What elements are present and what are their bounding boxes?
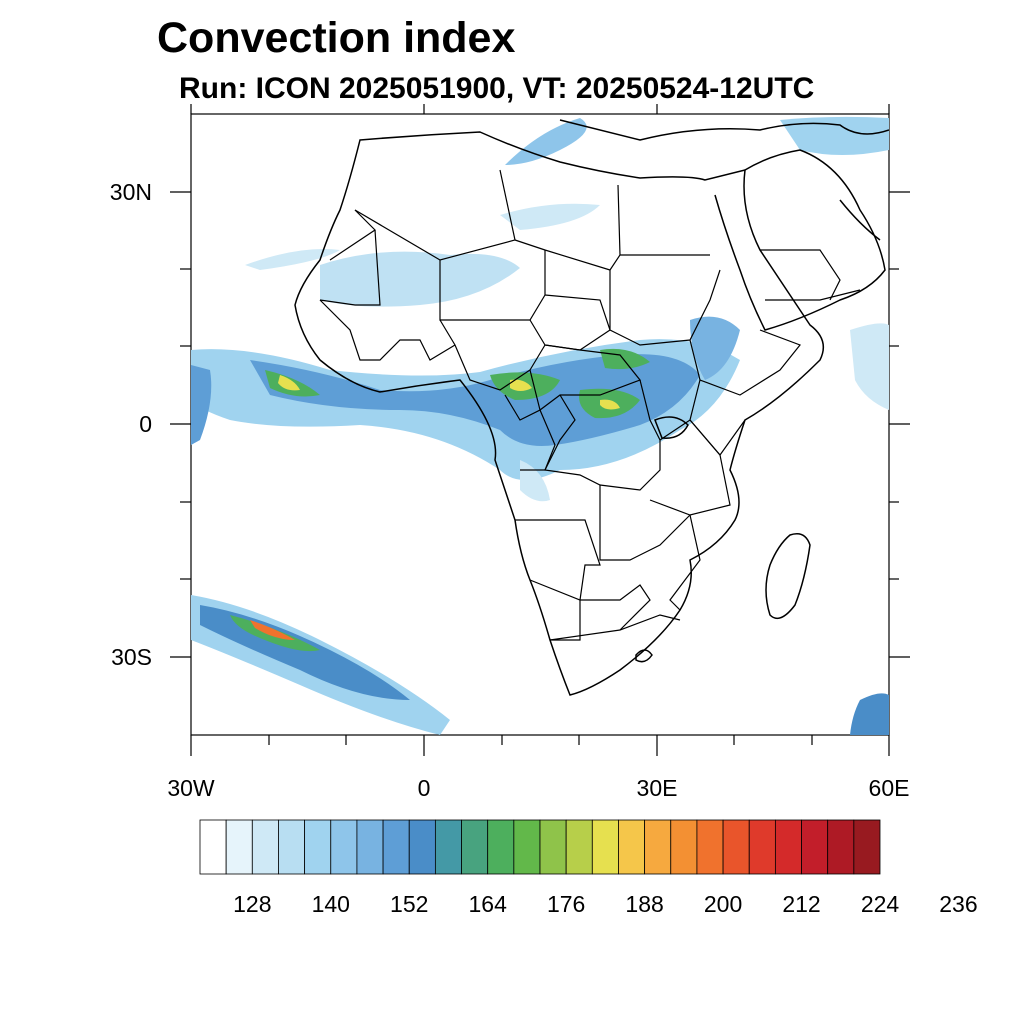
colorbar xyxy=(199,819,881,875)
colorbar-label: 188 xyxy=(625,891,663,917)
convection-field xyxy=(191,116,889,735)
border-angola xyxy=(515,519,601,601)
border-sudan xyxy=(609,269,721,346)
country-borders xyxy=(319,169,861,641)
field-arabia-band xyxy=(780,116,889,155)
colorbar-label: 164 xyxy=(469,891,508,917)
border-tanzania xyxy=(649,419,731,516)
colorbar-swatch xyxy=(278,819,306,875)
colorbar-swatch xyxy=(513,819,541,875)
field-arabian-sea xyxy=(850,323,889,410)
field-itcz-inner xyxy=(265,348,650,419)
lat-label-0: 0 xyxy=(139,411,152,437)
europe-coast xyxy=(559,119,889,141)
colorbar-swatch xyxy=(696,819,724,875)
colorbar-label: 128 xyxy=(233,891,271,917)
border-cameroon xyxy=(504,369,541,421)
colorbar-swatch xyxy=(539,819,567,875)
colorbar-swatch xyxy=(225,819,253,875)
border-zambia xyxy=(599,485,691,561)
border-congo xyxy=(520,409,556,471)
colorbar-swatch xyxy=(408,819,436,875)
colorbar-label: 140 xyxy=(312,891,350,917)
colorbar-swatch xyxy=(748,819,776,875)
coastlines xyxy=(294,119,889,696)
lon-label-0: 0 xyxy=(418,775,431,801)
border-saudi xyxy=(760,249,841,301)
field-north-band xyxy=(500,203,600,230)
lake-victoria xyxy=(654,416,689,439)
lat-label-30n: 30N xyxy=(110,179,152,205)
lon-label-30e: 30E xyxy=(637,775,678,801)
colorbar-swatch xyxy=(591,819,619,875)
border-botswana xyxy=(580,584,651,631)
colorbar-swatch xyxy=(827,819,855,875)
border-niger xyxy=(439,250,546,321)
border-namibia xyxy=(550,600,581,641)
border-ethiopia xyxy=(689,329,801,396)
colorbar-swatch xyxy=(251,819,279,875)
border-mauritania xyxy=(329,209,376,261)
colorbar-swatch xyxy=(644,819,672,875)
colorbar-labels: 128 140 152 164 176 188 200 212 224 236 xyxy=(233,891,978,917)
chart-title: Convection index xyxy=(157,14,516,62)
lon-label-30w: 30W xyxy=(167,775,215,801)
colorbar-swatch xyxy=(356,819,384,875)
border-west-coast xyxy=(319,299,456,361)
field-se-corner xyxy=(850,693,889,735)
colorbar-swatch xyxy=(722,819,750,875)
colorbar-label: 224 xyxy=(861,891,900,917)
colorbar-swatch xyxy=(853,819,881,875)
field-west-edge xyxy=(191,365,212,445)
colorbar-label: 152 xyxy=(390,891,428,917)
border-mali xyxy=(319,229,381,306)
persian-gulf xyxy=(839,199,881,241)
colorbar-swatch xyxy=(774,819,802,875)
border-mozambique xyxy=(669,514,701,611)
lon-label-60e: 60E xyxy=(869,775,910,801)
axis-ticks xyxy=(170,104,910,756)
colorbar-label: 236 xyxy=(939,891,977,917)
chart-subtitle: Run: ICON 2025051900, VT: 20250524-12UTC xyxy=(179,72,815,105)
colorbar-swatch xyxy=(618,819,646,875)
border-algeria xyxy=(354,169,516,261)
colorbar-swatch xyxy=(199,819,227,875)
colorbar-swatch xyxy=(487,819,515,875)
border-chad xyxy=(529,294,611,351)
border-nigeria xyxy=(439,319,546,391)
field-sahara-band xyxy=(245,249,340,270)
field-east-africa xyxy=(690,316,740,380)
colorbar-label: 176 xyxy=(547,891,585,917)
colorbar-swatch xyxy=(670,819,698,875)
colorbar-label: 212 xyxy=(782,891,820,917)
colorbar-swatch xyxy=(801,819,829,875)
lat-label-30s: 30S xyxy=(111,644,152,670)
colorbar-swatch xyxy=(434,819,462,875)
madagascar xyxy=(765,533,811,620)
field-sahel-band xyxy=(320,251,520,307)
field-south-atlantic-peak xyxy=(250,620,295,640)
colorbar-swatch xyxy=(565,819,593,875)
colorbar-swatch xyxy=(330,819,358,875)
border-yemen xyxy=(765,289,861,301)
border-south-africa xyxy=(549,614,681,641)
colorbar-label: 200 xyxy=(704,891,742,917)
field-med-band xyxy=(505,118,587,165)
colorbar-swatch xyxy=(382,819,410,875)
colorbar-swatch xyxy=(304,819,332,875)
africa-coastline xyxy=(294,131,825,696)
colorbar-swatch xyxy=(461,819,489,875)
lesotho xyxy=(635,649,653,663)
arabia-coast xyxy=(714,149,886,331)
